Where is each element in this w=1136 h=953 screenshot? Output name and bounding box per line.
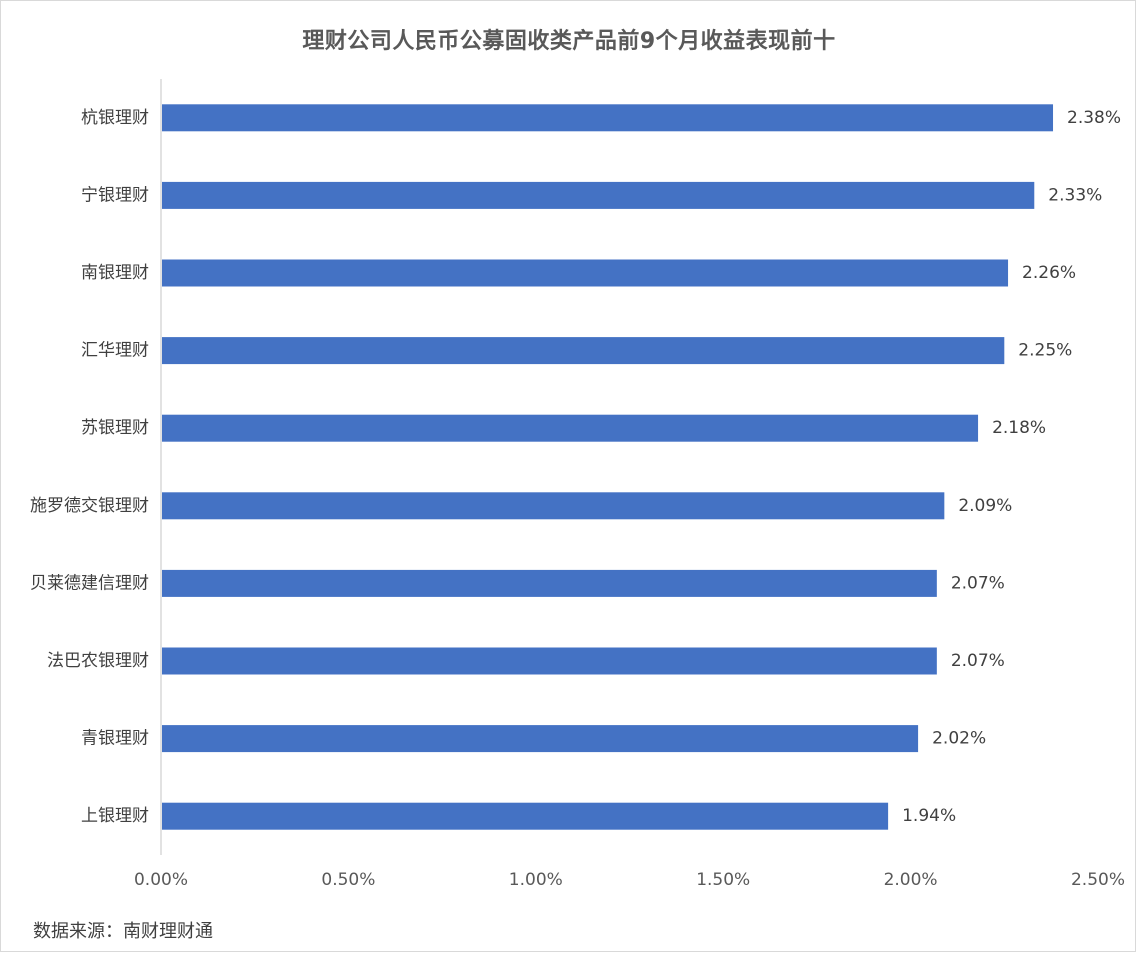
chart-title: 理财公司人民币公募固收类产品前9个月收益表现前十 — [302, 29, 836, 54]
category-label: 贝莱德建信理财 — [30, 573, 149, 593]
x-ticks-layer: 0.00% 0.50% 1.00% 1.50% 2.00% 2.50% — [134, 870, 1125, 890]
category-label: 施罗德交银理财 — [30, 496, 149, 516]
labels-layer: 杭银理财 2.38% 宁银理财 2.33% 南银理财 2.26% 汇华理财 2.25% 苏银理财… — [30, 108, 1121, 826]
bar — [162, 181, 1035, 209]
data-label: 2.26% — [1022, 263, 1076, 283]
category-label: 青银理财 — [81, 729, 149, 749]
category-label: 法巴农银理财 — [47, 651, 149, 671]
x-tick-label: 0.00% — [134, 870, 188, 890]
data-label: 2.02% — [932, 729, 986, 749]
bar — [162, 725, 919, 753]
data-label: 2.25% — [1018, 341, 1072, 361]
bar — [162, 802, 889, 830]
data-label: 1.94% — [902, 806, 956, 826]
data-label: 2.09% — [958, 496, 1012, 516]
data-label: 2.18% — [992, 418, 1046, 438]
x-tick-label: 2.00% — [884, 870, 938, 890]
data-label: 2.33% — [1048, 185, 1102, 205]
source-note: 数据来源：南财理财通 — [33, 921, 213, 942]
x-tick-label: 0.50% — [321, 870, 375, 890]
category-label: 南银理财 — [81, 263, 149, 283]
category-label: 苏银理财 — [81, 418, 149, 438]
x-tick-label: 1.50% — [696, 870, 750, 890]
category-label: 上银理财 — [81, 806, 149, 826]
bar — [162, 492, 945, 520]
x-tick-label: 2.50% — [1071, 870, 1125, 890]
bar — [162, 647, 937, 675]
category-label: 杭银理财 — [81, 108, 149, 128]
data-label: 2.38% — [1067, 108, 1121, 128]
data-label: 2.07% — [951, 573, 1005, 593]
bar — [162, 569, 937, 597]
bar — [162, 337, 1005, 365]
category-label: 汇华理财 — [81, 341, 149, 361]
bar — [162, 414, 979, 442]
data-label: 2.07% — [951, 651, 1005, 671]
bar — [162, 104, 1054, 132]
x-tick-label: 1.00% — [509, 870, 563, 890]
category-label: 宁银理财 — [81, 185, 149, 205]
bar — [162, 259, 1009, 287]
bars-layer — [162, 104, 1054, 830]
